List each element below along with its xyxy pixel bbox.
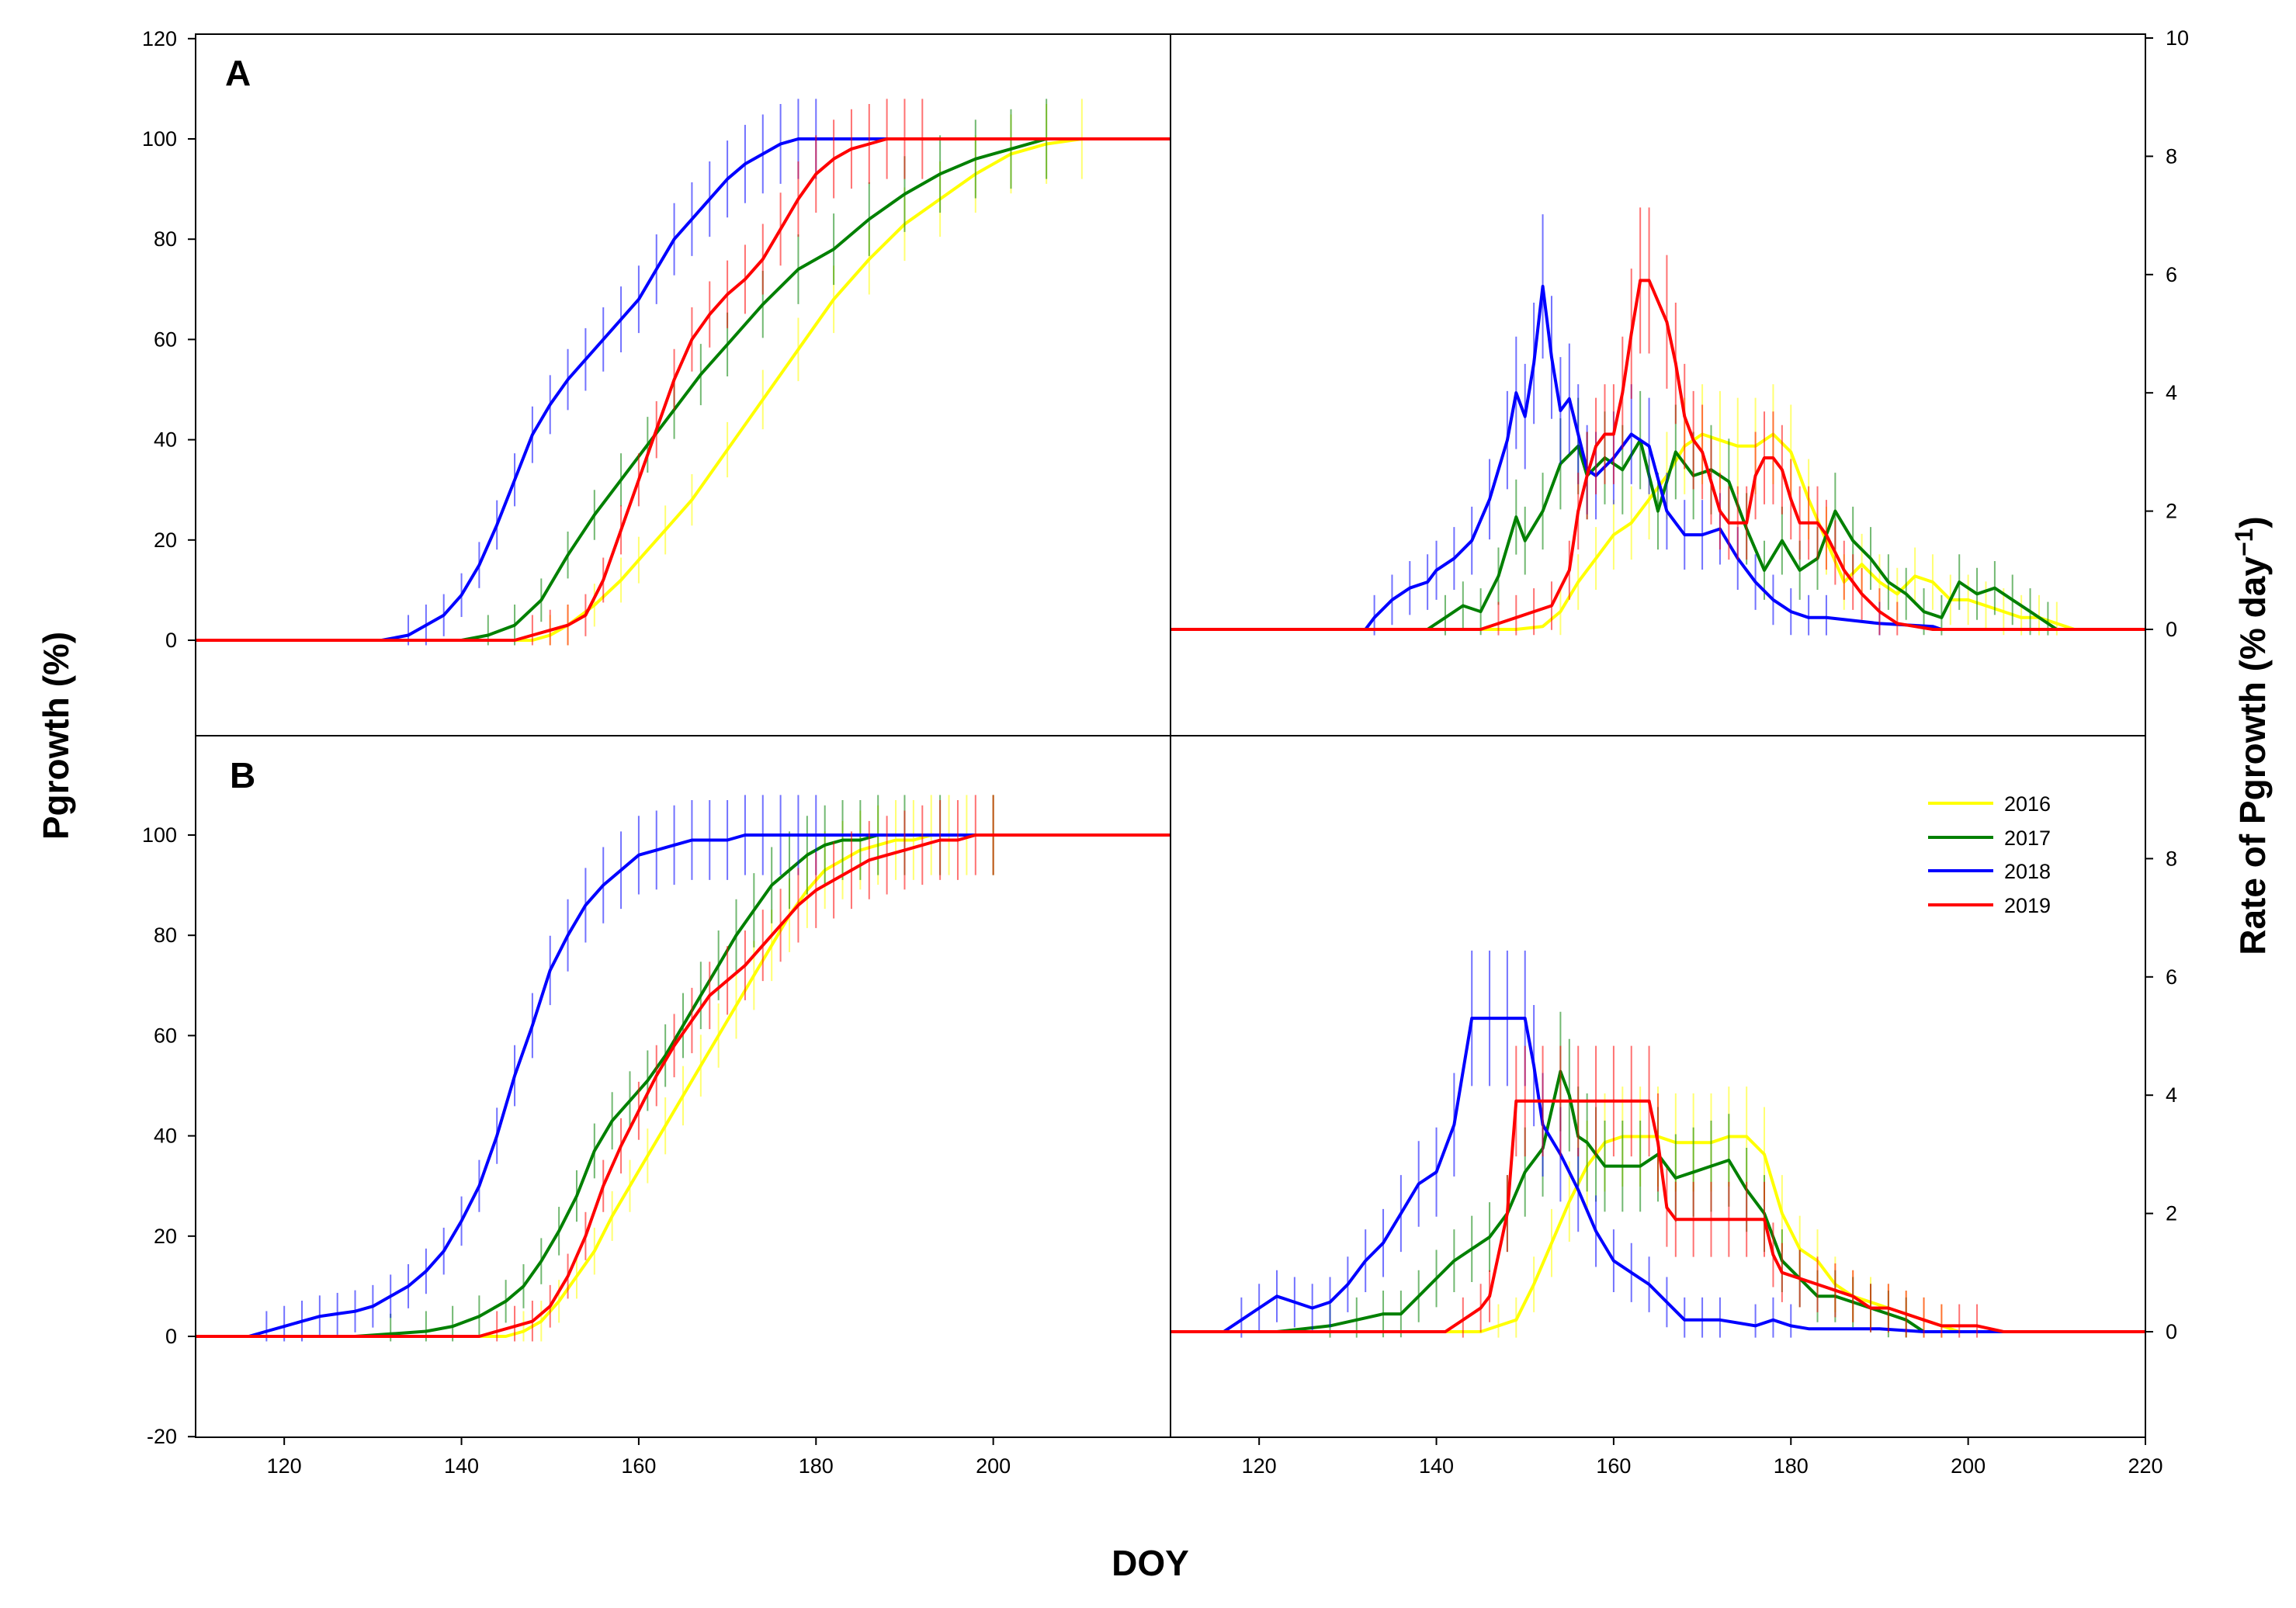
x-tick-label: 160 xyxy=(1596,1454,1631,1478)
y-tick-label: 100 xyxy=(142,127,177,151)
series-group xyxy=(196,795,1171,1342)
x-tick-label: 180 xyxy=(799,1454,834,1478)
y-tick-label: 120 xyxy=(142,27,177,50)
y-tick-label: 4 xyxy=(2166,1083,2177,1107)
y-tick-label: 8 xyxy=(2166,847,2177,870)
y-tick-label: 2 xyxy=(2166,500,2177,523)
series-line-2017 xyxy=(1171,1069,2145,1333)
y-tick-label: 10 xyxy=(2166,26,2189,50)
series-group xyxy=(1171,950,2145,1338)
panel-A-left: 0 20 40 60 80 100 120 xyxy=(142,27,1171,652)
panels: 0204060801001200246810-20020406080100120… xyxy=(142,26,2189,1478)
panel-B-left: -20 0 20 40 60 80 100 120 140 160 180 200 xyxy=(142,795,1171,1478)
legend-label-2016: 2016 xyxy=(2004,792,2051,816)
y-axis-title-left: Pgrowth (%) xyxy=(36,632,76,840)
series-line-2018 xyxy=(1171,1017,2145,1333)
panel-label-a: A xyxy=(225,53,251,93)
x-tick-label: 160 xyxy=(621,1454,656,1478)
panel-frames xyxy=(195,33,2146,1438)
y-tick-label: 100 xyxy=(142,823,177,847)
panel-label-b: B xyxy=(230,755,255,795)
y-tick-label: 60 xyxy=(154,327,177,351)
x-tick-label: 220 xyxy=(2128,1454,2162,1478)
series-line-2018 xyxy=(196,137,1171,642)
y-tick-label: 0 xyxy=(2166,1320,2177,1343)
x-tick-label: 180 xyxy=(1774,1454,1809,1478)
x-tick-label: 140 xyxy=(444,1454,479,1478)
y-axis-title-right-sup: −1 xyxy=(2230,528,2258,556)
series-line-2019 xyxy=(1171,1099,2145,1333)
x-axis-title: DOY xyxy=(1112,1543,1189,1583)
series-line-2019 xyxy=(1171,279,2145,631)
y-tick-label: 40 xyxy=(154,1125,177,1148)
x-tick-label: 120 xyxy=(1242,1454,1277,1478)
y-tick-label: 6 xyxy=(2166,263,2177,286)
y-axis-title-right-base: Rate of Pgrowth (% day xyxy=(2232,556,2273,955)
x-tick-label: 140 xyxy=(1419,1454,1454,1478)
panel-B-right: 0 2 4 6 8 120 140 160 180 200 220 xyxy=(1171,847,2177,1478)
legend-label-2017: 2017 xyxy=(2004,827,2051,850)
y-axis-title-right: Rate of Pgrowth (% day−1) xyxy=(2230,516,2273,955)
y-tick-label: 4 xyxy=(2166,381,2177,404)
y-tick-label: 20 xyxy=(154,528,177,552)
x-tick-label: 200 xyxy=(976,1454,1011,1478)
series-group xyxy=(196,99,1171,646)
legend-label-2018: 2018 xyxy=(2004,860,2051,883)
x-tick-label: 120 xyxy=(267,1454,302,1478)
series-line-2017 xyxy=(196,137,1171,642)
y-tick-label: 6 xyxy=(2166,965,2177,989)
y-tick-label: 2 xyxy=(2166,1202,2177,1225)
series-group xyxy=(1171,207,2145,636)
y-tick-label: 0 xyxy=(165,1325,177,1348)
series-line-2019 xyxy=(196,833,1171,1338)
panel-A-right: 0 2 4 6 8 10 xyxy=(1171,26,2189,641)
legend-label-2019: 2019 xyxy=(2004,894,2051,917)
y-tick-label: 20 xyxy=(154,1225,177,1248)
x-tick-label: 200 xyxy=(1951,1454,1986,1478)
y-axis-title-right-close: ) xyxy=(2232,516,2273,528)
y-tick-label: 0 xyxy=(2166,618,2177,641)
y-tick-label: 40 xyxy=(154,428,177,452)
y-tick-label: 8 xyxy=(2166,144,2177,168)
series-line-2016 xyxy=(196,137,1171,642)
series-line-2019 xyxy=(196,137,1171,642)
series-line-2018 xyxy=(1171,285,2145,631)
y-tick-label: 80 xyxy=(154,924,177,947)
series-line-2018 xyxy=(196,833,1171,1338)
y-tick-label: 80 xyxy=(154,227,177,251)
legend: 2016 2017 2018 2019 xyxy=(1928,792,2051,917)
y-tick-label: 60 xyxy=(154,1024,177,1047)
y-tick-label: 0 xyxy=(165,629,177,652)
frame-bottom-right xyxy=(1170,735,2146,1438)
y-tick-label: -20 xyxy=(147,1425,177,1448)
